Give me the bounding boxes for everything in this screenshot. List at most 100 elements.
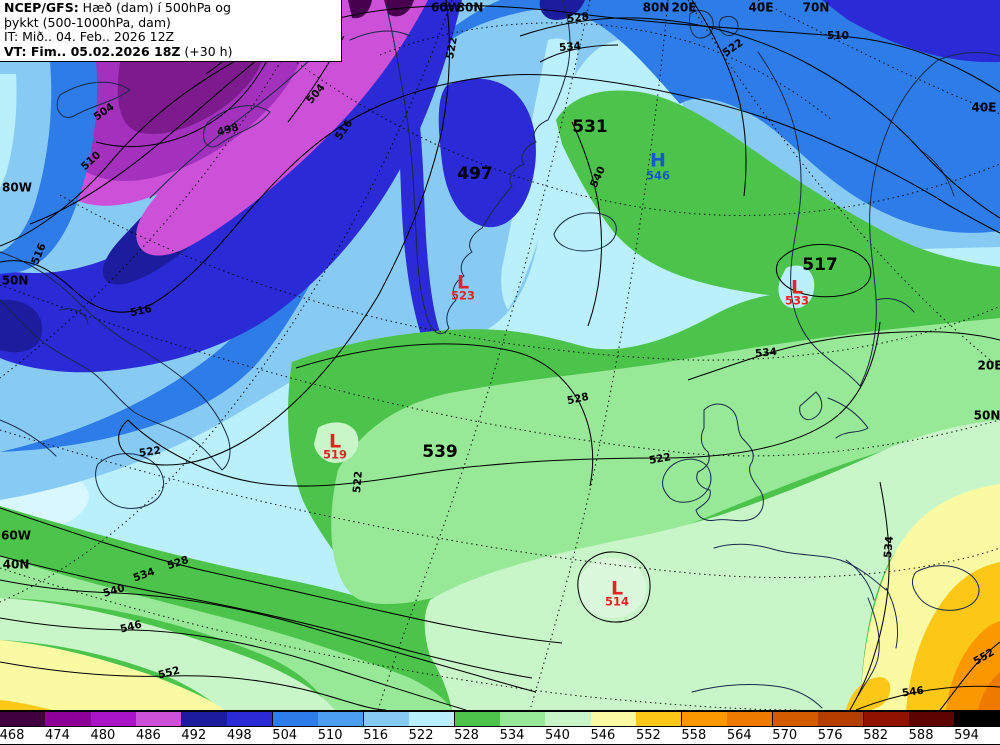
title-line: NCEP/GFS: Hæð (dam) í 500hPa og [4,0,231,15]
colorbar-cell-516 [363,712,410,726]
contour-label: 552 [157,665,181,682]
contour-label: 522 [444,36,460,60]
contour-label: 522 [138,445,161,460]
height-value-label: 517 [802,255,838,275]
contour-label: 546 [119,619,143,636]
colorbar-value: 534 [499,728,525,743]
colorbar-value: 492 [181,728,207,743]
colorbar-cell-576 [818,712,865,726]
colorbar [0,710,1000,727]
colorbar-value: 576 [817,728,843,743]
colorbar-value: 570 [772,728,798,743]
colorbar-cell-486 [136,712,183,726]
colorbar-cell-468 [0,712,47,726]
colorbar-cell-552 [636,712,683,726]
height-contours [0,0,1000,711]
colorbar-value: 480 [90,728,116,743]
contour-label: 534 [882,536,896,559]
pressure-center-value: 533 [785,294,809,308]
coordinate-label: 40N [3,558,30,572]
pressure-center-symbol: L [329,431,341,453]
coordinate-label: 40E [749,1,774,15]
colorbar-value: 468 [0,728,25,743]
pressure-center-value: 514 [605,595,629,609]
colorbar-labels: 468 474 480 486 492 498 504 510 516 522 528 534 540 5… [0,727,1000,745]
colorbar-value: 594 [954,728,979,743]
title-lines: NCEP/GFS: Hæð (dam) í 500hPa og þykkt (50… [4,0,337,59]
pressure-center-symbol: L [611,578,623,600]
colorbar-cell-474 [45,712,92,726]
colorbar-cell-534 [500,712,547,726]
contour-label: 540 [102,582,126,600]
colorbar-value: 516 [363,728,389,743]
pressure-center-symbol: H [650,150,666,172]
title-box: NCEP/GFS: Hæð (dam) í 500hPa og þykkt (50… [0,0,342,62]
coordinate-label: 20E [672,1,697,15]
title-line: þykkt (500-1000hPa, dam) [4,14,171,30]
colorbar-cell-594 [954,712,1000,726]
contour-label: 534 [755,346,778,360]
coordinate-label: 20E [978,359,1000,373]
coordinate-label: 80W [2,181,32,195]
colorbar-cell-558 [681,712,728,726]
colorbar-value: 564 [726,728,752,743]
coordinate-label: 80N [457,1,484,15]
colorbar-cell-588 [909,712,956,726]
colorbar-value: 474 [45,728,70,743]
coordinate-label: 50N [974,409,1000,423]
height-value-label: 531 [572,117,608,137]
colorbar-cell-570 [772,712,819,726]
colorbar-value: 540 [545,728,570,743]
colorbar-value: 522 [408,728,434,743]
colorbar-cell-504 [272,712,319,726]
colorbar-value: 546 [590,728,616,743]
colorbar-cell-480 [90,712,137,726]
colorbar-value: 558 [681,728,707,743]
colorbar-cell-528 [454,712,501,726]
coordinate-label: 60W [1,529,31,543]
coordinate-label: 60W [431,1,461,15]
contour-label: 522 [351,471,365,494]
colorbar-value: 504 [272,728,298,743]
colorbar-cell-498 [227,712,274,726]
colorbar-value: 528 [454,728,479,743]
contour-label: 522 [648,451,672,467]
colorbar-value: 582 [863,728,889,743]
colorbar-value: 552 [635,728,661,743]
coastlines [0,0,1000,709]
coordinate-label: 40E [972,101,997,115]
colorbar-cell-522 [409,712,456,726]
height-value-label: 497 [457,164,493,184]
colorbar-cell-540 [545,712,592,726]
colorbar-cell-546 [590,712,637,726]
coordinate-labels: 70N80W60W80N80N20E40E70N40E20E50N80W50N6… [1,1,1000,572]
colorbar-value: 588 [908,728,934,743]
height-value-labels: 531 497 517 539 [422,117,838,462]
coordinate-label: 70N [803,1,830,15]
colorbar-cell-510 [318,712,365,726]
contour-label: 510 [827,30,849,42]
contour-label: 516 [129,303,153,319]
pressure-center-symbol: L [791,277,803,299]
pressure-center-value: 523 [451,289,475,303]
title-line: VT: Fim.. 05.02.2026 18Z (+30 h) [4,43,233,59]
colorbar-value: 498 [226,728,252,743]
colorbar-value: 510 [317,728,343,743]
contour-label: 534 [559,40,582,54]
contour-label: 498 [216,121,240,138]
thickness-shading [0,0,1000,712]
coordinate-label: 80N [643,1,670,15]
contour-label: 528 [566,391,590,407]
colorbar-cell-564 [727,712,774,726]
coordinate-label: 50N [2,274,29,288]
pressure-center-value: 546 [646,169,670,183]
colorbar-value: 486 [135,728,161,743]
colorbar-cell-492 [181,712,228,726]
contour-label: 546 [901,685,924,700]
weather-map: 4944985045045105105165165165225225225225… [0,0,1000,712]
title-line: IT: Mið.. 04. Feb.. 2026 12Z [4,29,175,44]
pressure-center-value: 519 [323,448,347,462]
height-value-label: 539 [422,442,458,462]
